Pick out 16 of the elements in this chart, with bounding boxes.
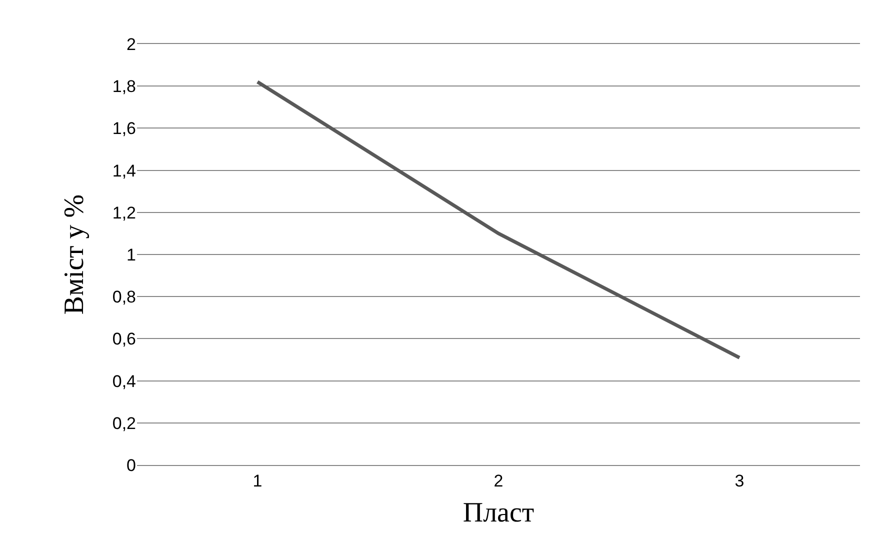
- y-tick-label: 2: [126, 34, 136, 54]
- x-tick-label: 3: [734, 471, 744, 490]
- x-tick-label: 2: [494, 471, 504, 490]
- y-tick-label: 0,4: [112, 372, 136, 391]
- y-tick-label: 0: [126, 456, 136, 475]
- y-tick-label: 1,6: [112, 119, 136, 138]
- x-tick-label: 1: [252, 471, 262, 490]
- y-tick-label: 1,4: [112, 161, 136, 180]
- y-axis-title: Вміст у %: [59, 194, 90, 315]
- y-tick-label: 0,6: [112, 330, 136, 349]
- y-tick-label: 0,2: [112, 414, 136, 433]
- y-tick-label: 1: [126, 245, 136, 264]
- y-tick-label: 1,2: [112, 203, 136, 222]
- y-tick-label: 1,8: [112, 77, 136, 96]
- y-tick-label: 0,8: [112, 288, 136, 307]
- x-axis-title: Пласт: [462, 498, 534, 528]
